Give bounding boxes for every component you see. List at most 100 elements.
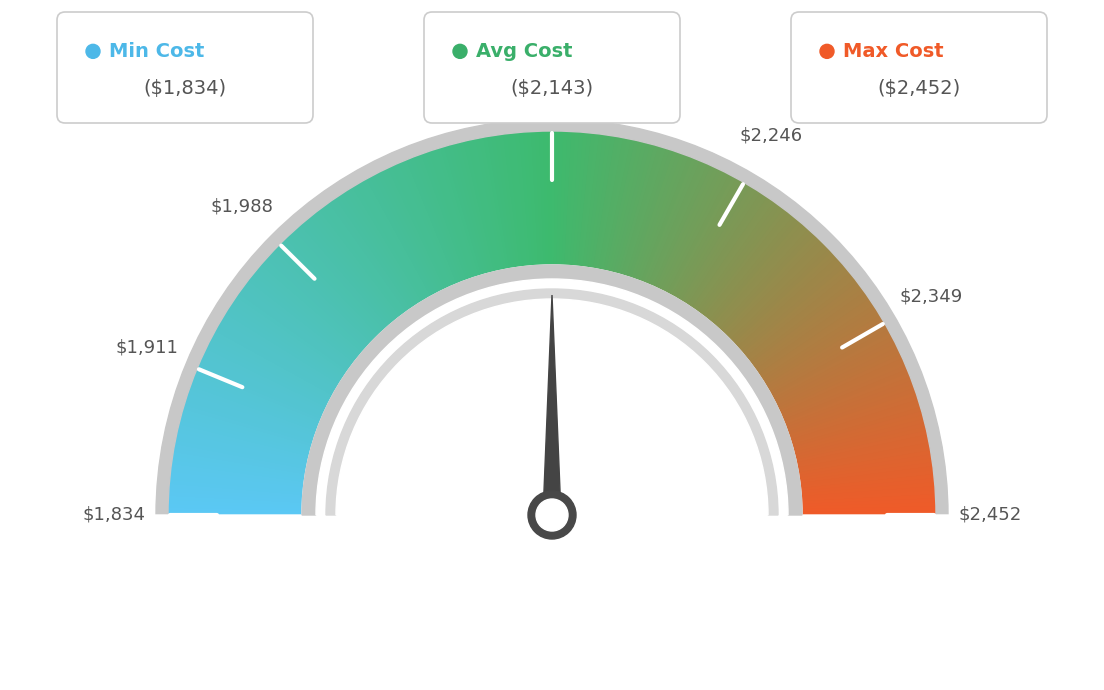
Wedge shape <box>244 273 357 362</box>
Wedge shape <box>401 154 457 284</box>
Wedge shape <box>173 418 310 455</box>
Wedge shape <box>176 410 311 451</box>
Wedge shape <box>762 303 881 381</box>
Text: $2,143: $2,143 <box>520 68 584 86</box>
Wedge shape <box>737 254 845 350</box>
Wedge shape <box>322 197 407 313</box>
Wedge shape <box>763 306 883 383</box>
Wedge shape <box>658 162 722 290</box>
Wedge shape <box>741 260 850 354</box>
Wedge shape <box>274 239 375 340</box>
Wedge shape <box>221 306 341 383</box>
Wedge shape <box>644 152 699 284</box>
Wedge shape <box>725 233 825 337</box>
Wedge shape <box>754 286 870 370</box>
Wedge shape <box>708 209 797 321</box>
Text: $2,452: $2,452 <box>958 506 1021 524</box>
Wedge shape <box>467 134 500 271</box>
Wedge shape <box>198 349 326 411</box>
Wedge shape <box>711 215 804 324</box>
Wedge shape <box>734 248 839 346</box>
Wedge shape <box>718 222 813 329</box>
Wedge shape <box>347 181 423 302</box>
Text: $2,246: $2,246 <box>740 127 803 145</box>
Polygon shape <box>543 295 561 515</box>
Wedge shape <box>435 141 480 277</box>
Wedge shape <box>174 414 310 453</box>
Wedge shape <box>162 491 302 502</box>
Wedge shape <box>757 293 874 375</box>
Wedge shape <box>463 135 498 272</box>
Wedge shape <box>408 151 463 283</box>
FancyBboxPatch shape <box>424 12 680 123</box>
Wedge shape <box>181 391 315 437</box>
Wedge shape <box>800 474 941 491</box>
Wedge shape <box>554 125 560 265</box>
Wedge shape <box>624 141 669 277</box>
Wedge shape <box>162 499 302 507</box>
Wedge shape <box>201 342 328 406</box>
Wedge shape <box>802 499 942 507</box>
Wedge shape <box>203 338 329 404</box>
Wedge shape <box>802 503 942 510</box>
Wedge shape <box>581 128 601 267</box>
Wedge shape <box>516 126 531 266</box>
Wedge shape <box>276 237 378 338</box>
Wedge shape <box>761 299 879 379</box>
Wedge shape <box>656 160 718 289</box>
Wedge shape <box>285 228 383 333</box>
Text: ($1,834): ($1,834) <box>144 79 226 98</box>
Wedge shape <box>300 215 393 324</box>
Wedge shape <box>800 478 941 494</box>
Wedge shape <box>257 257 364 352</box>
Wedge shape <box>225 299 343 379</box>
Wedge shape <box>443 139 485 275</box>
Wedge shape <box>304 212 394 322</box>
Wedge shape <box>786 379 919 431</box>
Wedge shape <box>166 462 305 484</box>
Wedge shape <box>337 188 416 307</box>
Wedge shape <box>637 148 688 281</box>
Wedge shape <box>343 184 421 304</box>
Wedge shape <box>336 299 768 515</box>
Wedge shape <box>282 230 381 335</box>
Wedge shape <box>798 450 937 476</box>
Wedge shape <box>771 327 895 397</box>
Wedge shape <box>210 324 335 395</box>
Wedge shape <box>701 202 788 316</box>
Wedge shape <box>715 220 810 328</box>
Wedge shape <box>799 462 938 484</box>
Wedge shape <box>234 286 350 370</box>
Wedge shape <box>750 276 862 364</box>
Circle shape <box>86 44 100 59</box>
Wedge shape <box>382 162 446 290</box>
Wedge shape <box>604 134 637 271</box>
Wedge shape <box>194 356 323 415</box>
Wedge shape <box>802 491 942 502</box>
Text: Min Cost: Min Cost <box>109 42 204 61</box>
Wedge shape <box>802 486 942 500</box>
Wedge shape <box>178 402 312 445</box>
Wedge shape <box>558 125 564 265</box>
Wedge shape <box>756 289 872 373</box>
Wedge shape <box>479 131 508 269</box>
Text: $2,349: $2,349 <box>900 287 963 305</box>
Wedge shape <box>747 273 860 362</box>
Wedge shape <box>455 136 492 273</box>
Wedge shape <box>777 345 905 408</box>
Wedge shape <box>353 177 427 300</box>
Wedge shape <box>294 220 389 328</box>
Wedge shape <box>162 511 302 515</box>
Circle shape <box>453 44 467 59</box>
Wedge shape <box>246 270 358 359</box>
Circle shape <box>528 491 576 539</box>
Wedge shape <box>588 129 613 268</box>
Wedge shape <box>744 266 856 357</box>
Wedge shape <box>361 173 432 297</box>
Wedge shape <box>252 264 361 355</box>
Wedge shape <box>270 242 373 342</box>
Wedge shape <box>190 368 320 423</box>
Wedge shape <box>171 426 309 460</box>
Wedge shape <box>182 386 316 435</box>
Wedge shape <box>168 442 307 471</box>
